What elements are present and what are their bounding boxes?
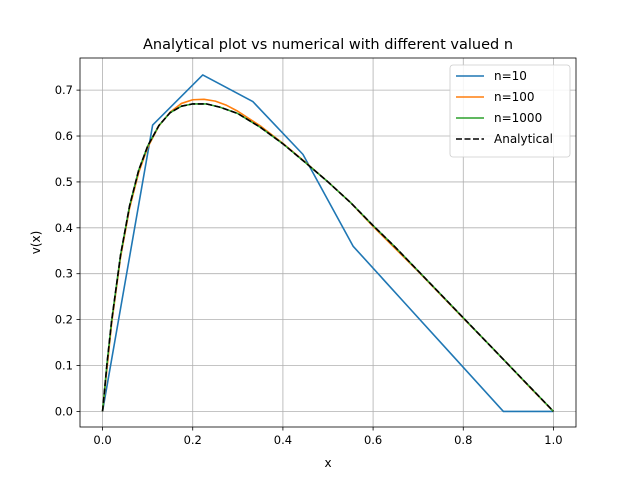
x-tick-label: 0.8 bbox=[454, 433, 472, 447]
y-axis-label: v(x) bbox=[29, 231, 43, 255]
x-tick-label: 0.0 bbox=[93, 433, 111, 447]
x-axis-label: x bbox=[324, 456, 331, 470]
legend-box bbox=[449, 64, 571, 158]
y-tick-label: 0.5 bbox=[55, 175, 73, 189]
y-tick-label: 0.4 bbox=[55, 221, 73, 235]
y-tick-label: 0.3 bbox=[55, 267, 73, 281]
chart-title: Analytical plot vs numerical with differ… bbox=[143, 37, 513, 53]
legend-label: n=10 bbox=[494, 69, 527, 83]
legend-label: n=1000 bbox=[494, 111, 542, 125]
series-line-n-10 bbox=[101, 74, 554, 413]
series-line-analytical bbox=[101, 103, 555, 412]
x-tick-label: 0.2 bbox=[184, 433, 202, 447]
y-tick-label: 0.2 bbox=[55, 313, 73, 327]
y-tick-label: 0.7 bbox=[55, 83, 73, 97]
x-tick-label: 1.0 bbox=[544, 433, 562, 447]
legend-label: n=100 bbox=[494, 90, 535, 104]
axis-ticks: 0.0 0.2 0.4 0.6 0.8 1.0 0.0 0.1 0.2 0.3 0.4 0.5 0.6 0… bbox=[55, 83, 563, 447]
y-tick-label: 0.6 bbox=[55, 129, 73, 143]
legend: n=10 n=100 n=1000 Analytical bbox=[449, 64, 571, 158]
x-tick-label: 0.6 bbox=[364, 433, 382, 447]
y-tick-label: 0.0 bbox=[55, 404, 73, 418]
y-tick-label: 0.1 bbox=[55, 359, 73, 373]
plot-frame bbox=[79, 57, 577, 428]
series-layer bbox=[101, 74, 555, 413]
x-tick-label: 0.4 bbox=[274, 433, 292, 447]
legend-label: Analytical bbox=[494, 132, 553, 146]
grid bbox=[80, 58, 576, 427]
